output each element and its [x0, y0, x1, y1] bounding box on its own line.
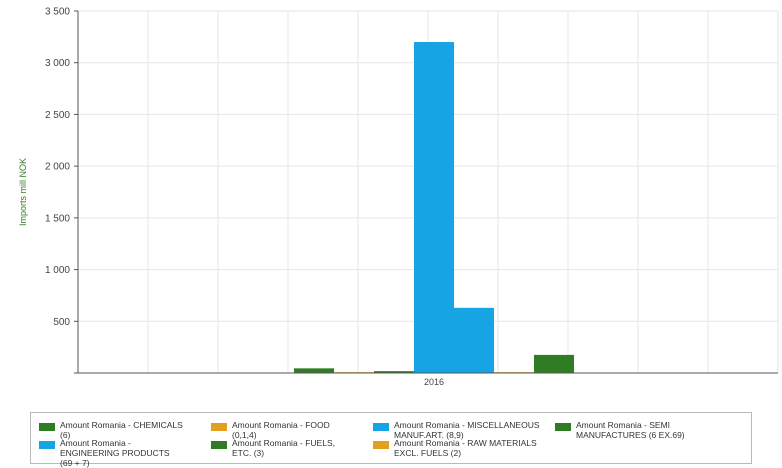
legend-swatch: [373, 441, 389, 449]
bar-5: [454, 307, 494, 373]
legend-swatch: [39, 441, 55, 449]
y-tick-label: 3 500: [45, 7, 70, 18]
legend-item[interactable]: Amount Romania - ENGINEERING PRODUCTS (6…: [39, 438, 184, 468]
axes: [74, 10, 778, 374]
y-tick-label: 3 000: [45, 58, 70, 69]
tick-labels: 500 1 000 1 500 2 000 2 500 3 000 3 500 2016: [45, 7, 444, 388]
bars: [294, 42, 574, 374]
legend-swatch: [555, 423, 571, 431]
legend-label: Amount Romania - CHEMICALS (6): [60, 420, 183, 440]
y-tick-label: 2 500: [45, 110, 70, 121]
bar-7: [534, 354, 574, 373]
x-tick-label: 2016: [424, 377, 444, 387]
legend-label: Amount Romania - ENGINEERING PRODUCTS (6…: [60, 438, 170, 468]
legend-item[interactable]: Amount Romania - FUELS, ETC. (3): [211, 438, 351, 458]
legend-item[interactable]: Amount Romania - SEMI MANUFACTURES (6 EX…: [555, 420, 740, 440]
legend-swatch: [39, 423, 55, 431]
legend-item[interactable]: Amount Romania - FOOD (0,1,4): [211, 420, 351, 440]
legend-label: Amount Romania - RAW MATERIALS EXCL. FUE…: [394, 438, 537, 458]
y-axis-title: Imports mill NOK: [18, 158, 28, 226]
legend-item[interactable]: Amount Romania - CHEMICALS (6): [39, 420, 184, 440]
legend-swatch: [211, 441, 227, 449]
legend: Amount Romania - CHEMICALS (6) Amount Rom…: [30, 412, 752, 468]
bar-1: [294, 368, 334, 373]
bar-3: [374, 371, 414, 373]
y-tick-label: 500: [53, 317, 70, 328]
y-tick-label: 1 000: [45, 265, 70, 276]
legend-item[interactable]: Amount Romania - RAW MATERIALS EXCL. FUE…: [373, 438, 543, 458]
legend-swatch: [211, 423, 227, 431]
legend-item[interactable]: Amount Romania - MISCELLANEOUS MANUF.ART…: [373, 420, 543, 440]
bar-chart: 500 1 000 1 500 2 000 2 500 3 000 3 500 2016 Im…: [18, 7, 779, 388]
y-tick-label: 1 500: [45, 213, 70, 224]
legend-label: Amount Romania - MISCELLANEOUS MANUF.ART…: [394, 420, 540, 440]
y-tick-label: 2 000: [45, 162, 70, 173]
legend-label: Amount Romania - FOOD (0,1,4): [232, 420, 330, 440]
bar-4: [414, 42, 454, 374]
legend-label: Amount Romania - FUELS, ETC. (3): [232, 438, 335, 458]
legend-swatch: [373, 423, 389, 431]
legend-label: Amount Romania - SEMI MANUFACTURES (6 EX…: [576, 420, 685, 440]
